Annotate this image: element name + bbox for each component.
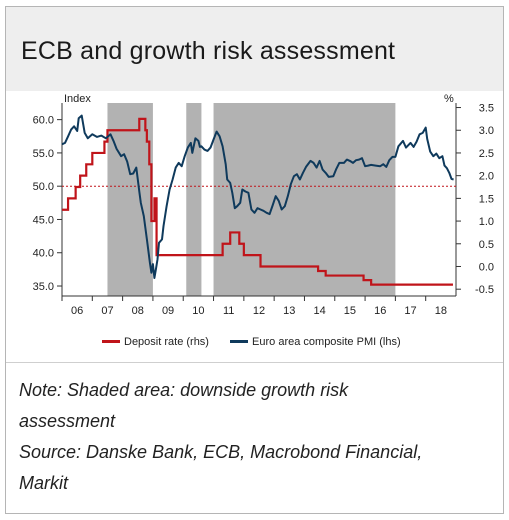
right-tick-label-3: 2.0 — [479, 171, 494, 183]
x-tick-label-7: 13 — [283, 305, 295, 317]
chart-legend: Deposit rate (rhs) Euro area composite P… — [102, 334, 419, 348]
legend-swatch-pmi — [230, 340, 249, 343]
x-tick-label-9: 15 — [344, 305, 356, 317]
series-pmi-line — [61, 114, 454, 279]
chart-card: ECB and growth risk assessment Index% 60.… — [5, 6, 504, 514]
right-tick-label-5: 1.0 — [479, 216, 494, 228]
right-tick-label-4: 1.5 — [479, 193, 494, 205]
note-line-1: Note: Shaded area: downside growth risk — [19, 380, 349, 400]
left-tick-label-2: 50.0 — [33, 181, 54, 193]
right-tick-label-2: 2.5 — [479, 148, 494, 160]
left-tick-label-4: 40.0 — [33, 248, 54, 260]
legend-label-deposit: Deposit rate (rhs) — [124, 335, 209, 348]
left-tick-label-5: 35.0 — [33, 281, 54, 293]
chart-notes: Note: Shaded area: downside growth risk … — [19, 375, 494, 499]
source-line-2: Markit — [19, 473, 68, 493]
left-tick-label-3: 45.0 — [33, 214, 54, 226]
right-tick-label-8: -0.5 — [475, 284, 494, 296]
right-axis-unit: % — [444, 93, 454, 105]
series-deposit-rate-line — [62, 117, 453, 286]
left-tick-label-0: 60.0 — [33, 115, 54, 127]
x-tick-label-0: 06 — [71, 305, 83, 317]
x-tick-label-12: 18 — [435, 305, 447, 317]
x-tick-label-2: 08 — [132, 305, 144, 317]
chart-svg: Index % 60.0 55.0 50.0 45.0 40.0 35.0 3.5 3.0 2.5 2… — [33, 93, 494, 317]
left-axis-unit: Index — [64, 93, 91, 105]
right-tick-label-7: 0.0 — [479, 261, 494, 273]
x-tick-label-6: 12 — [253, 305, 265, 317]
page-title: ECB and growth risk assessment — [21, 37, 396, 65]
note-line-2: assessment — [19, 411, 116, 431]
x-tick-label-5: 11 — [223, 305, 234, 317]
notes-divider — [6, 362, 503, 363]
x-tick-label-11: 17 — [404, 305, 416, 317]
x-tick-label-1: 07 — [101, 305, 113, 317]
legend-item-deposit: Deposit rate (rhs) — [102, 336, 209, 348]
legend-label-pmi: Euro area composite PMI (lhs) — [252, 335, 401, 348]
shaded-period-2 — [213, 103, 396, 296]
chart-area: Index% 60.0 55.0 50.0 45.0 40.0 35.0 3.5 3.0 2.5 2… — [6, 91, 503, 361]
right-tick-label-0: 3.5 — [479, 103, 494, 115]
shaded-period-1 — [186, 103, 202, 296]
title-band: ECB and growth risk assessment — [6, 7, 503, 91]
x-tick-label-8: 14 — [313, 305, 325, 317]
legend-swatch-deposit — [102, 340, 120, 343]
left-tick-label-1: 55.0 — [33, 148, 54, 160]
right-tick-label-6: 0.5 — [479, 239, 494, 251]
x-tick-label-3: 09 — [162, 305, 174, 317]
right-tick-label-1: 3.0 — [479, 125, 494, 137]
legend-item-pmi: Euro area composite PMI (lhs) — [230, 336, 401, 348]
shaded-period-0 — [107, 103, 153, 296]
x-tick-label-4: 10 — [192, 305, 204, 317]
x-tick-label-10: 16 — [374, 305, 386, 317]
source-line-1: Source: Danske Bank, ECB, Macrobond Fina… — [19, 442, 423, 462]
